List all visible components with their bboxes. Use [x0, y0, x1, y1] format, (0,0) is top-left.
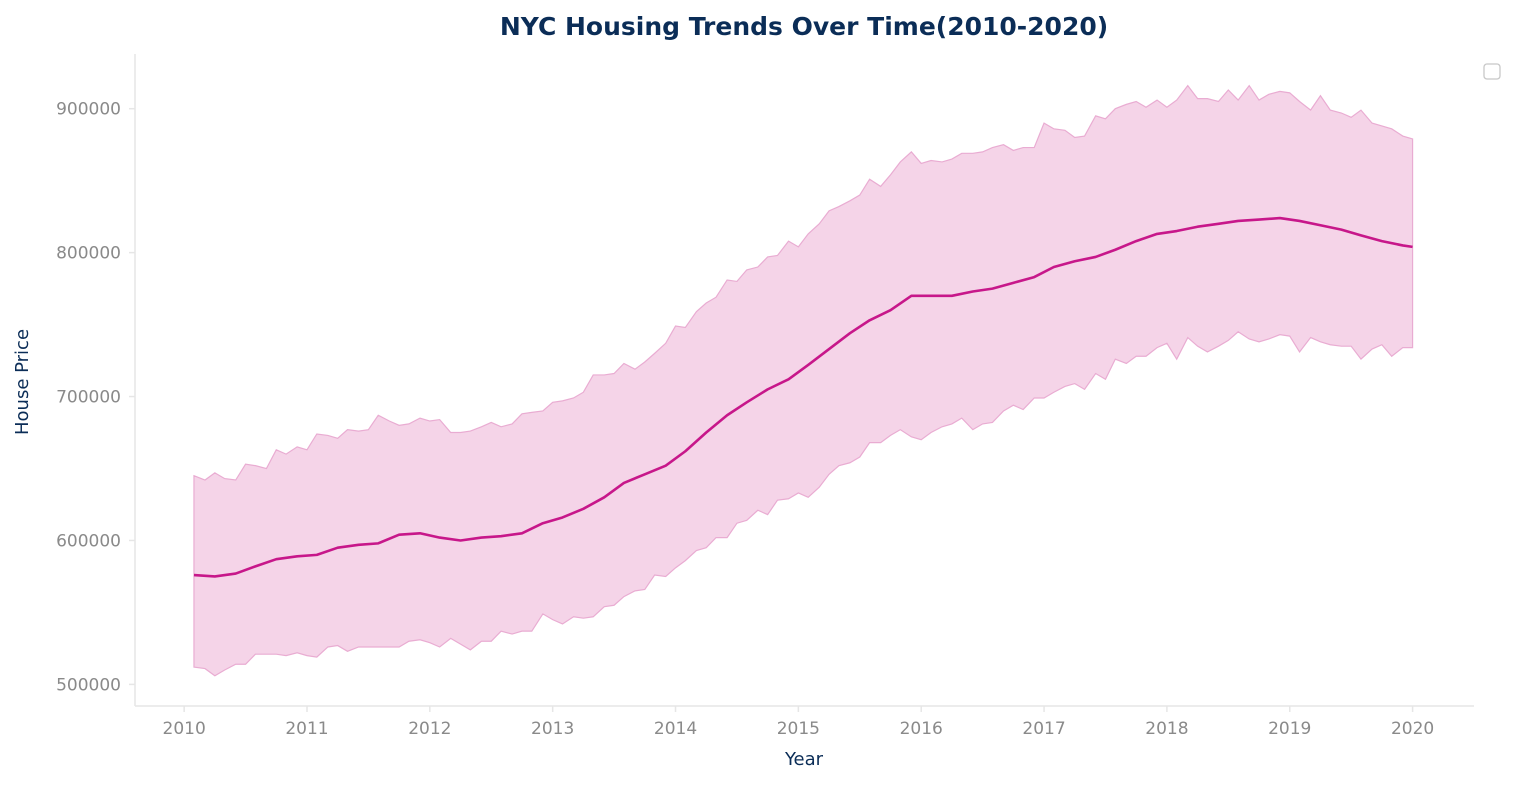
x-tick-label: 2012 [408, 719, 451, 739]
y-ticks: 500000 600000 700000 800000 900000 [56, 100, 135, 695]
y-tick-label: 500000 [56, 675, 121, 695]
confidence-band [193, 84, 1414, 677]
x-tick-label: 2016 [900, 719, 943, 739]
x-ticks: 2010 2011 2012 2013 2014 2015 2016 2017 2018 2019… [163, 706, 1434, 739]
x-tick-label: 2018 [1145, 719, 1188, 739]
x-tick-label: 2015 [777, 719, 820, 739]
y-tick-label: 700000 [56, 388, 121, 408]
x-tick-label: 2017 [1022, 719, 1065, 739]
x-axis-label: Year [784, 749, 824, 770]
chart-title: NYC Housing Trends Over Time(2010-2020) [500, 12, 1108, 41]
y-tick-label: 800000 [56, 244, 121, 264]
legend-box [1483, 63, 1501, 80]
x-tick-label: 2013 [531, 719, 574, 739]
x-tick-label: 2011 [285, 719, 328, 739]
y-tick-label: 900000 [56, 100, 121, 120]
x-tick-label: 2020 [1391, 719, 1434, 739]
x-tick-label: 2019 [1268, 719, 1311, 739]
x-tick-label: 2014 [654, 719, 697, 739]
x-tick-label: 2010 [163, 719, 206, 739]
y-tick-label: 600000 [56, 531, 121, 551]
mean-price-line [193, 216, 1413, 578]
axes: 2010 2011 2012 2013 2014 2015 2016 2017 2018 2019… [56, 54, 1474, 739]
y-axis-label: House Price [12, 329, 33, 435]
plot-area [193, 84, 1414, 677]
